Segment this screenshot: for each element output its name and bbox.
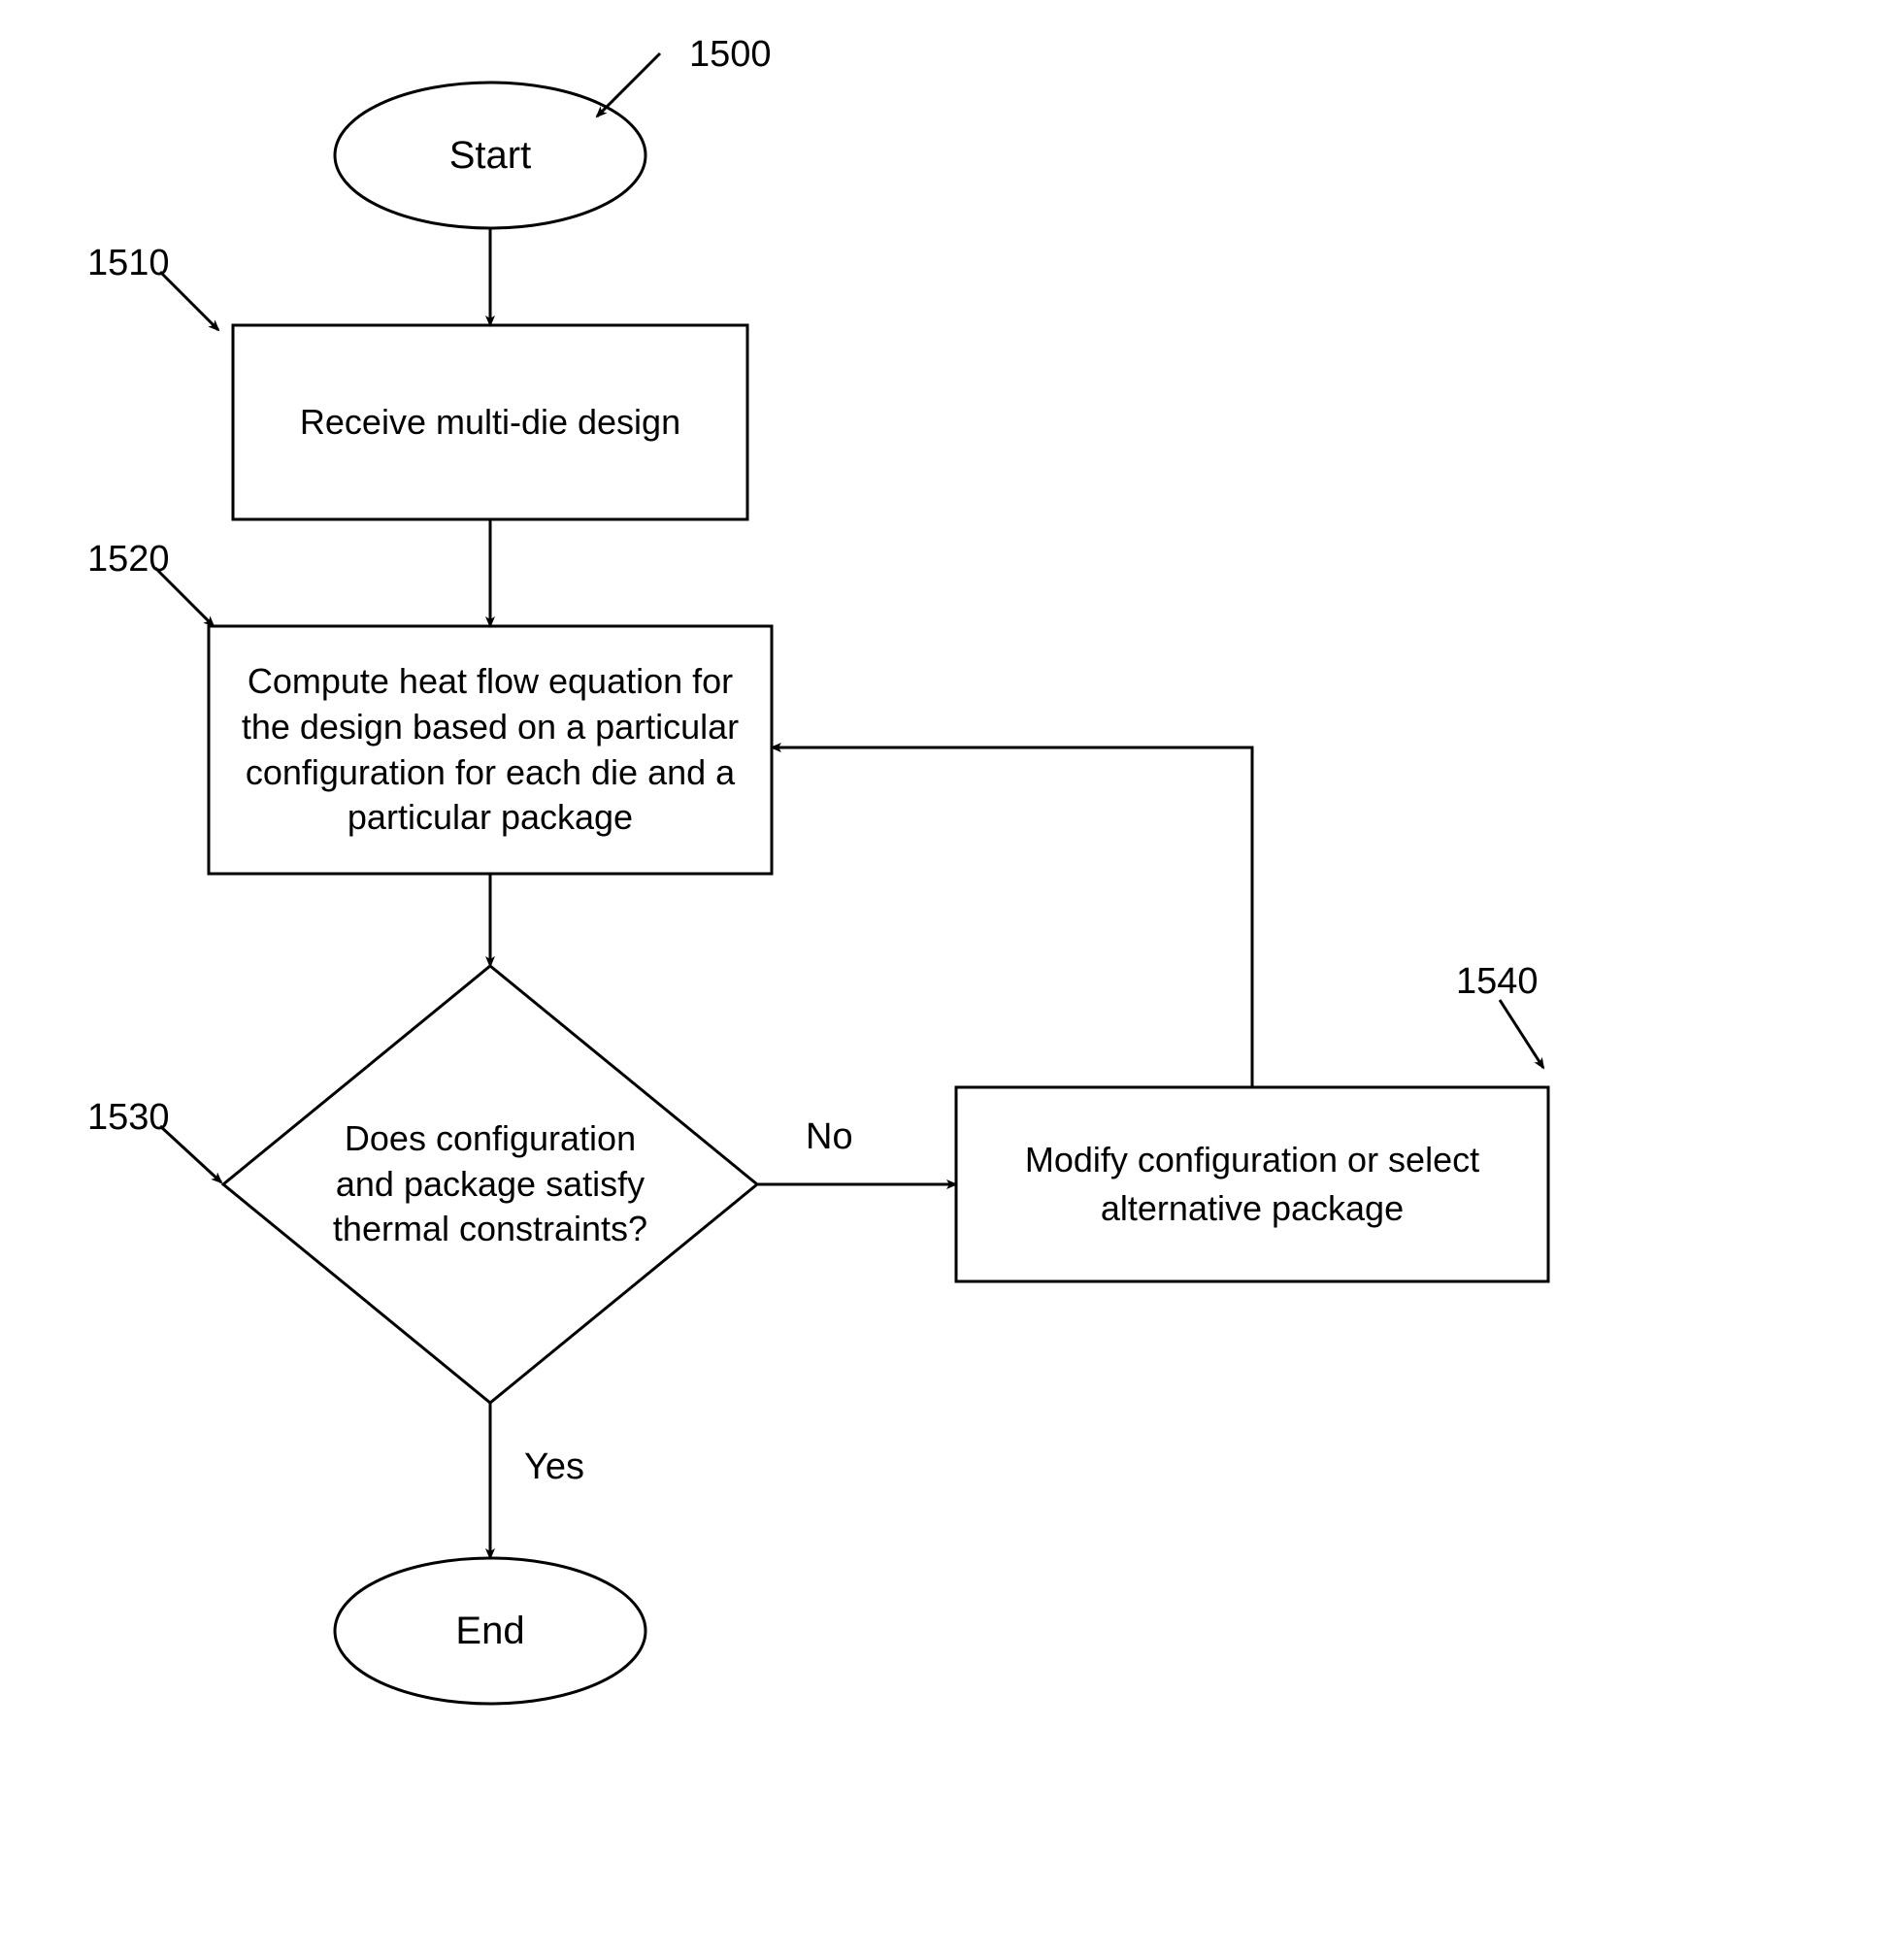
- ref-1500: 1500: [689, 34, 772, 76]
- edge-label-no: No: [806, 1116, 853, 1158]
- receive-node-text: Receive multi-die design: [233, 325, 747, 519]
- end-node-text: End: [335, 1558, 646, 1704]
- ref-1540: 1540: [1456, 961, 1539, 1003]
- flowchart-svg: [0, 0, 1887, 1955]
- ref-1530: 1530: [87, 1097, 170, 1139]
- ref-1520: 1520: [87, 539, 170, 581]
- decision-node-text: Does configuration and package satisfy t…: [315, 1053, 665, 1315]
- compute-node-text: Compute heat flow equation for the desig…: [209, 626, 772, 874]
- ref-1510: 1510: [87, 243, 170, 284]
- modify-node-text: Modify configuration or select alternati…: [956, 1087, 1548, 1281]
- start-node-text: Start: [335, 83, 646, 228]
- edge-label-yes: Yes: [524, 1446, 584, 1488]
- flowchart-canvas: Start Receive multi-die design Compute h…: [0, 0, 1887, 1955]
